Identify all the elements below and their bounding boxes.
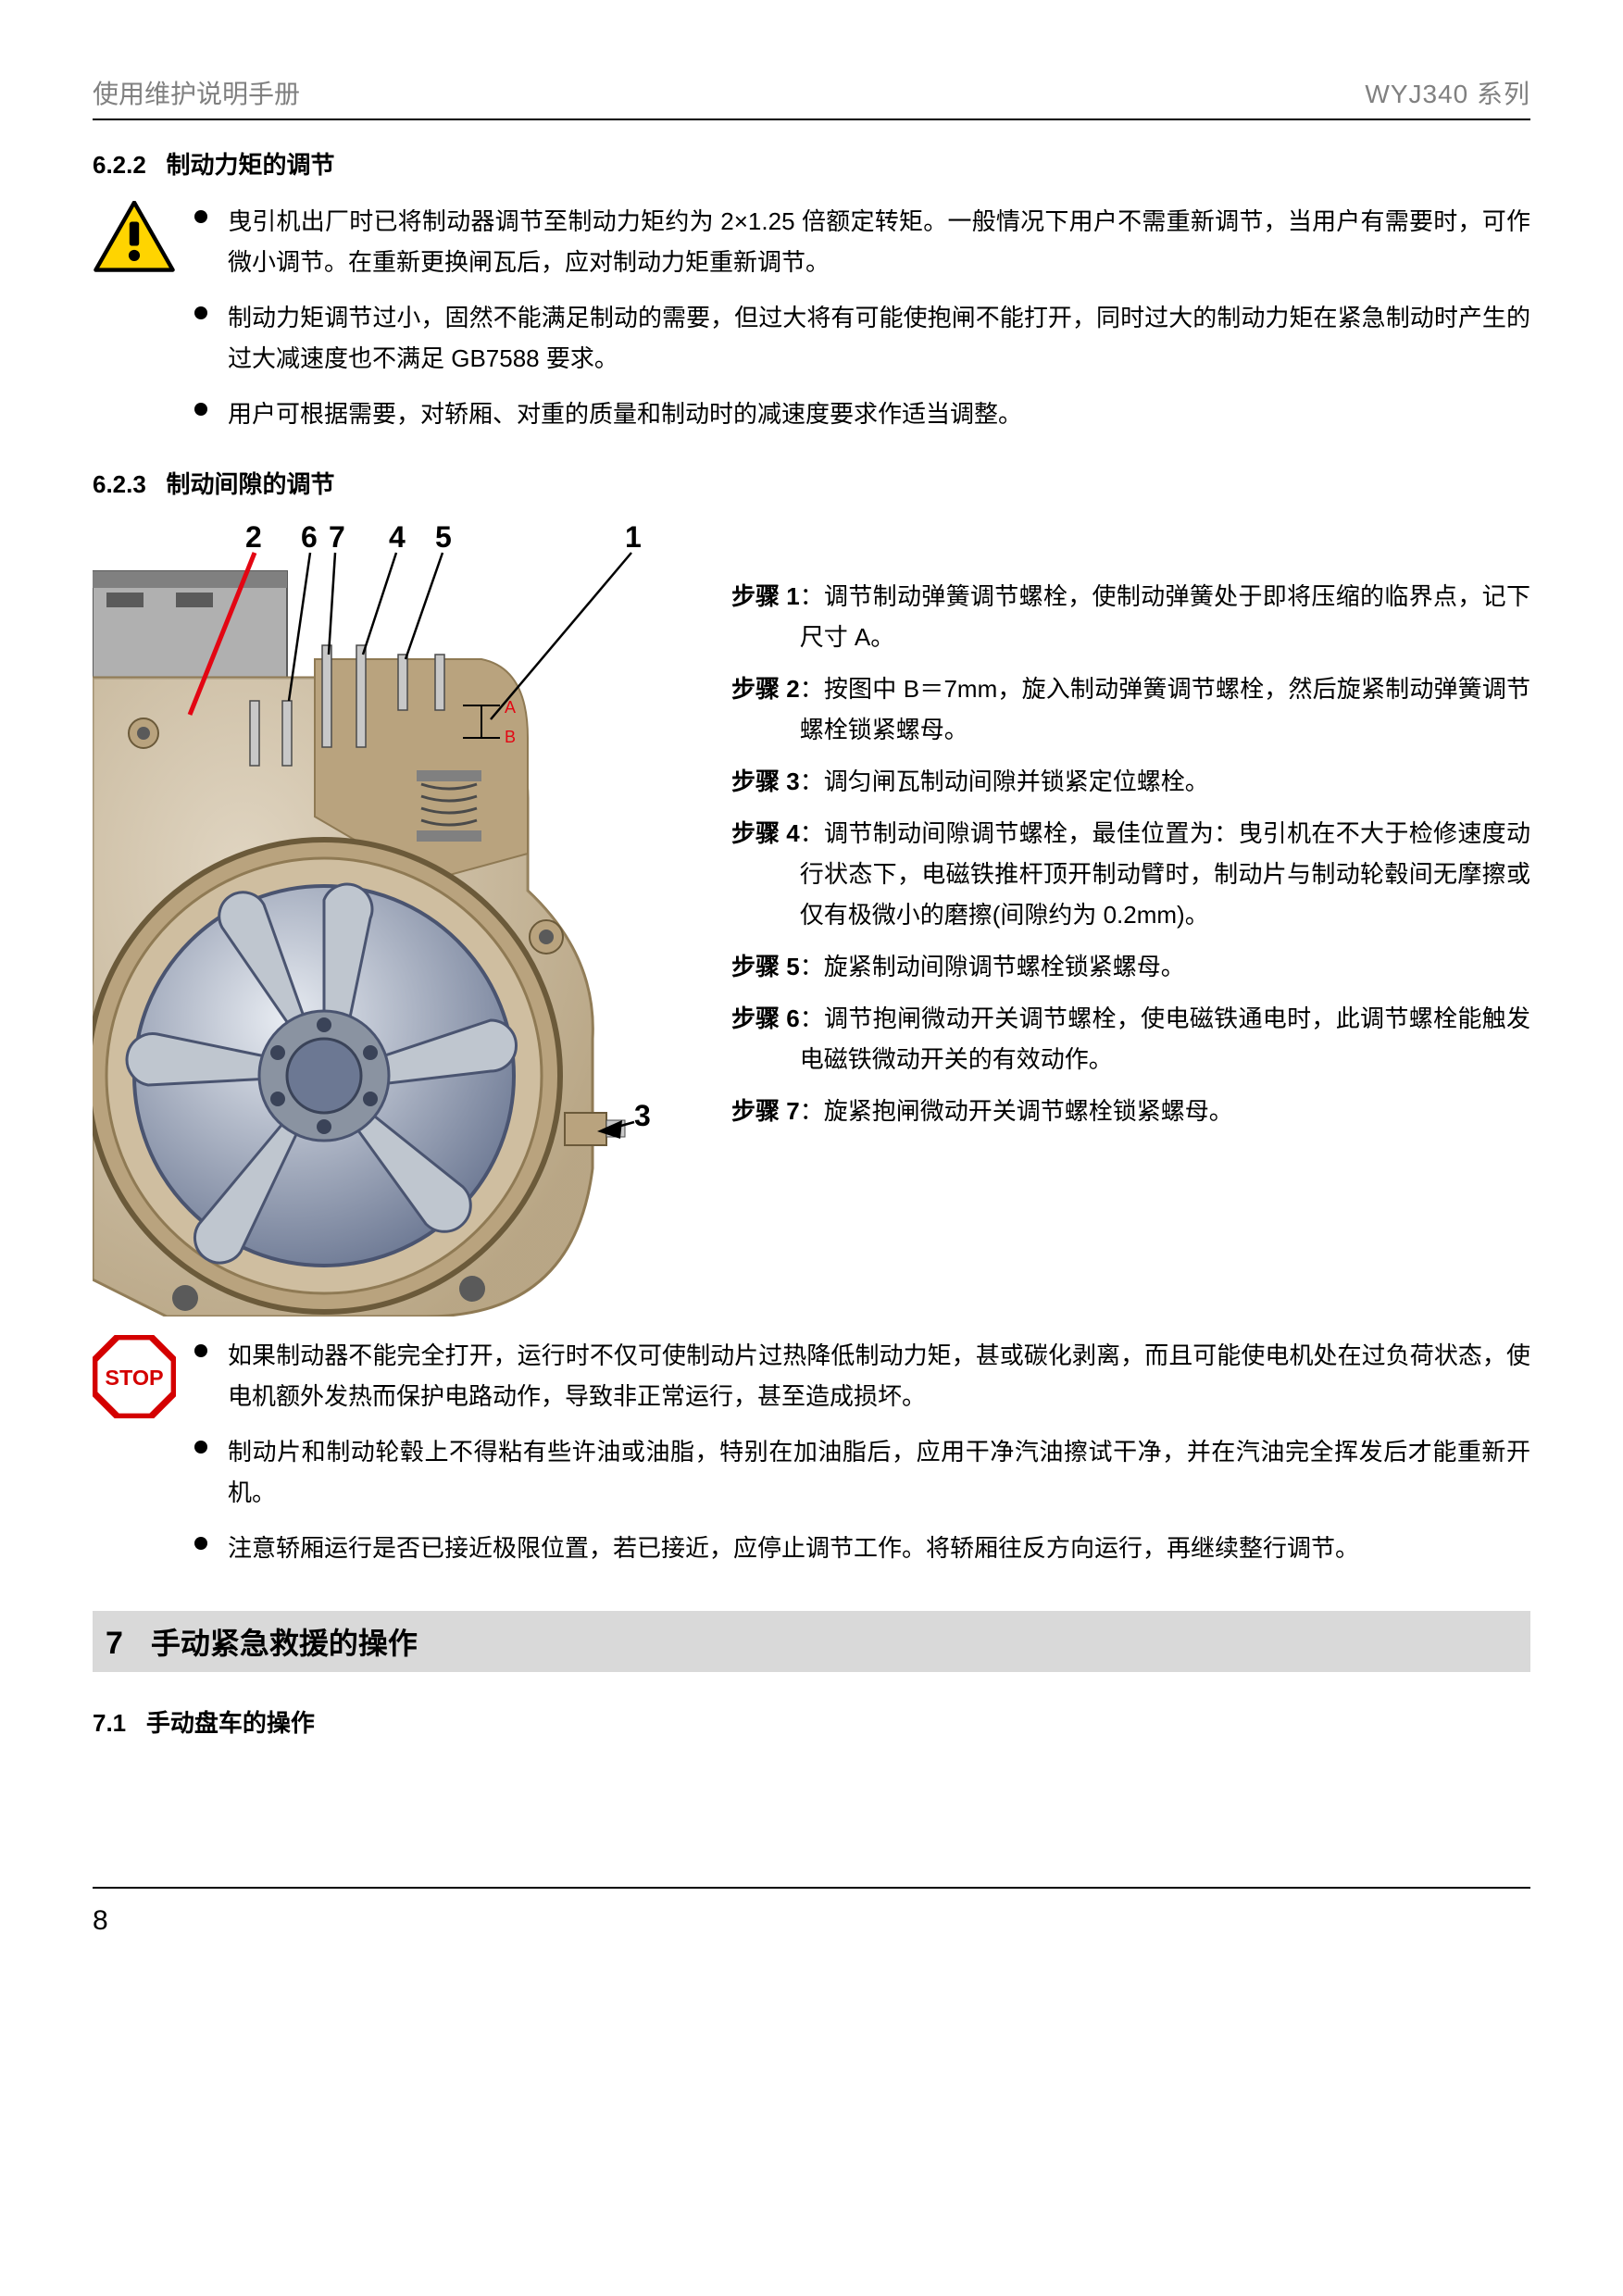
step-label: 步骤 3 bbox=[731, 761, 800, 802]
step-item: 步骤 3 ：调匀闸瓦制动间隙并锁紧定位螺栓。 bbox=[731, 761, 1530, 802]
callout-5: 5 bbox=[435, 520, 452, 555]
bullet-text: 制动片和制动轮毂上不得粘有些许油或油脂，特别在加油脂后，应用干净汽油擦试干净，并… bbox=[228, 1431, 1530, 1513]
bullet-item: 注意轿厢运行是否已接近极限位置，若已接近，应停止调节工作。将轿厢往反方向运行，再… bbox=[194, 1528, 1530, 1568]
bullet-text: 注意轿厢运行是否已接近极限位置，若已接近，应停止调节工作。将轿厢往反方向运行，再… bbox=[228, 1528, 1530, 1568]
heading-6-2-2: 6.2.2 制动力矩的调节 bbox=[93, 146, 1530, 181]
bullet-text: 如果制动器不能完全打开，运行时不仅可使制动片过热降低制动力矩，甚或碳化剥离，而且… bbox=[228, 1335, 1530, 1416]
page-number: 8 bbox=[93, 1905, 108, 1936]
bullet-text: 用户可根据需要，对轿厢、对重的质量和制动时的减速度要求作适当调整。 bbox=[228, 393, 1530, 434]
step-text: ：调匀闸瓦制动间隙并锁紧定位螺栓。 bbox=[800, 761, 1530, 802]
bullet-item: 制动片和制动轮毂上不得粘有些许油或油脂，特别在加油脂后，应用干净汽油擦试干净，并… bbox=[194, 1431, 1530, 1513]
figure-col: 2 6 7 4 5 1 3 bbox=[93, 520, 704, 1316]
warning-icon-col bbox=[93, 201, 194, 278]
step-item: 步骤 4 ：调节制动间隙调节螺栓，最佳位置为：曳引机在不大于检修速度动行状态下，… bbox=[731, 813, 1530, 935]
heading-6-2-3: 6.2.3 制动间隙的调节 bbox=[93, 466, 1530, 500]
bullet-mark bbox=[194, 306, 207, 319]
header-left: 使用维护说明手册 bbox=[93, 74, 300, 111]
page-header: 使用维护说明手册 WYJ340 系列 bbox=[93, 74, 1530, 120]
step-label: 步骤 5 bbox=[731, 946, 800, 987]
callout-1: 1 bbox=[625, 520, 642, 555]
step-label: 步骤 7 bbox=[731, 1091, 800, 1131]
svg-text:B: B bbox=[505, 728, 516, 746]
bullet-text: 制动力矩调节过小，固然不能满足制动的需要，但过大将有可能使抱闸不能打开，同时过大… bbox=[228, 297, 1530, 379]
stop-icon-col: STOP bbox=[93, 1335, 194, 1423]
callout-2: 2 bbox=[245, 520, 262, 555]
warning-icon bbox=[93, 201, 176, 273]
heading-num: 7.1 bbox=[93, 1709, 126, 1737]
callout-4: 4 bbox=[389, 520, 406, 555]
heading-num: 6.2.2 bbox=[93, 151, 146, 179]
step-label: 步骤 1 bbox=[731, 576, 800, 657]
steps-col: 步骤 1 ：调节制动弹簧调节螺栓，使制动弹簧处于即将压缩的临界点，记下尺寸 A。… bbox=[704, 520, 1530, 1316]
bullets-622: 曳引机出厂时已将制动器调节至制动力矩约为 2×1.25 倍额定转矩。一般情况下用… bbox=[194, 201, 1530, 449]
section-7-num: 7 bbox=[106, 1626, 123, 1662]
figure-steps-row: 2 6 7 4 5 1 3 bbox=[93, 520, 1530, 1316]
callout-3: 3 bbox=[634, 1099, 651, 1133]
header-right: WYJ340 系列 bbox=[1365, 74, 1530, 111]
bullet-item: 用户可根据需要，对轿厢、对重的质量和制动时的减速度要求作适当调整。 bbox=[194, 393, 1530, 434]
figure-box: 2 6 7 4 5 1 3 bbox=[93, 520, 667, 1316]
section-7-title: 手动紧急救援的操作 bbox=[151, 1620, 418, 1663]
step-text: ：调节制动弹簧调节螺栓，使制动弹簧处于即将压缩的临界点，记下尺寸 A。 bbox=[800, 576, 1530, 657]
step-text: ：调节抱闸微动开关调节螺栓，使电磁铁通电时，此调节螺栓能触发电磁铁微动开关的有效… bbox=[800, 998, 1530, 1079]
bullet-text: 曳引机出厂时已将制动器调节至制动力矩约为 2×1.25 倍额定转矩。一般情况下用… bbox=[228, 201, 1530, 282]
step-text: ：调节制动间隙调节螺栓，最佳位置为：曳引机在不大于检修速度动行状态下，电磁铁推杆… bbox=[800, 813, 1530, 935]
bullet-mark bbox=[194, 403, 207, 416]
page-footer: 8 bbox=[93, 1887, 1530, 1937]
heading-title: 手动盘车的操作 bbox=[146, 1709, 315, 1737]
bullet-item: 制动力矩调节过小，固然不能满足制动的需要，但过大将有可能使抱闸不能打开，同时过大… bbox=[194, 297, 1530, 379]
bullet-mark bbox=[194, 1537, 207, 1550]
step-text: ：旋紧抱闸微动开关调节螺栓锁紧螺母。 bbox=[800, 1091, 1530, 1131]
step-item: 步骤 2 ：按图中 B＝7mm，旋入制动弹簧调节螺栓，然后旋紧制动弹簧调节螺栓锁… bbox=[731, 668, 1530, 750]
step-label: 步骤 6 bbox=[731, 998, 800, 1079]
stop-icon: STOP bbox=[93, 1335, 176, 1418]
step-item: 步骤 7 ：旋紧抱闸微动开关调节螺栓锁紧螺母。 bbox=[731, 1091, 1530, 1131]
block-622: 曳引机出厂时已将制动器调节至制动力矩约为 2×1.25 倍额定转矩。一般情况下用… bbox=[93, 201, 1530, 449]
step-text: ：按图中 B＝7mm，旋入制动弹簧调节螺栓，然后旋紧制动弹簧调节螺栓锁紧螺母。 bbox=[800, 668, 1530, 750]
bullet-mark bbox=[194, 1441, 207, 1454]
step-item: 步骤 1 ：调节制动弹簧调节螺栓，使制动弹簧处于即将压缩的临界点，记下尺寸 A。 bbox=[731, 576, 1530, 657]
section-7-bar: 7 手动紧急救援的操作 bbox=[93, 1611, 1530, 1672]
heading-title: 制动力矩的调节 bbox=[167, 151, 335, 179]
step-item: 步骤 6 ：调节抱闸微动开关调节螺栓，使电磁铁通电时，此调节螺栓能触发电磁铁微动… bbox=[731, 998, 1530, 1079]
callout-6: 6 bbox=[301, 520, 318, 555]
heading-title: 制动间隙的调节 bbox=[167, 470, 335, 498]
heading-num: 6.2.3 bbox=[93, 470, 146, 498]
bullet-mark bbox=[194, 1344, 207, 1357]
bullet-mark bbox=[194, 210, 207, 223]
bullets-stop: 如果制动器不能完全打开，运行时不仅可使制动片过热降低制动力矩，甚或碳化剥离，而且… bbox=[194, 1335, 1530, 1583]
step-label: 步骤 4 bbox=[731, 813, 800, 935]
heading-7-1: 7.1 手动盘车的操作 bbox=[93, 1704, 1530, 1739]
step-label: 步骤 2 bbox=[731, 668, 800, 750]
step-text: ：旋紧制动间隙调节螺栓锁紧螺母。 bbox=[800, 946, 1530, 987]
bullet-item: 如果制动器不能完全打开，运行时不仅可使制动片过热降低制动力矩，甚或碳化剥离，而且… bbox=[194, 1335, 1530, 1416]
callout-7: 7 bbox=[329, 520, 345, 555]
step-item: 步骤 5 ：旋紧制动间隙调节螺栓锁紧螺母。 bbox=[731, 946, 1530, 987]
bullet-item: 曳引机出厂时已将制动器调节至制动力矩约为 2×1.25 倍额定转矩。一般情况下用… bbox=[194, 201, 1530, 282]
stop-block: STOP 如果制动器不能完全打开，运行时不仅可使制动片过热降低制动力矩，甚或碳化… bbox=[93, 1335, 1530, 1583]
svg-text:STOP: STOP bbox=[105, 1366, 163, 1390]
machine-figure: A B bbox=[93, 520, 667, 1316]
